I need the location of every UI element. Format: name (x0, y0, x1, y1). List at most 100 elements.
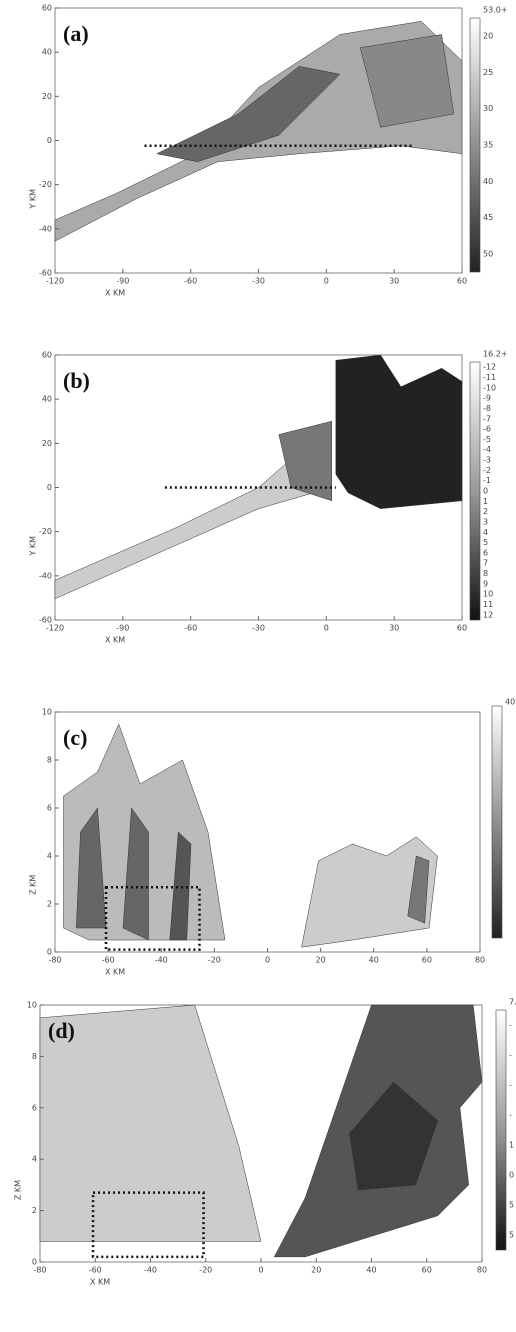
x-tick-label: -80 (48, 956, 61, 965)
x-axis-label: X KM (90, 1278, 110, 1287)
colorbar-label: -12 (483, 363, 496, 372)
colorbar-label: 10 (483, 590, 493, 599)
colorbar-label: 50 (483, 249, 493, 258)
x-tick-label: -60 (184, 624, 197, 633)
subdomain-box (91, 1191, 205, 1259)
y-tick-label: -60 (39, 269, 52, 278)
colorbar-label: 8 (483, 569, 488, 578)
contour-region (39, 1004, 262, 1242)
y-tick-label: 0 (32, 1258, 37, 1267)
x-axis-label: X KM (105, 968, 125, 977)
colorbar-label: 11 (483, 600, 493, 609)
x-tick-label: 0 (324, 624, 329, 633)
x-tick-label: -40 (144, 1266, 157, 1275)
y-tick-label: 4 (47, 852, 52, 861)
colorbar-label: 2 (483, 507, 488, 516)
colorbar-label: -6 (483, 425, 491, 434)
x-tick-label: 40 (366, 1266, 376, 1275)
contour-region (349, 1081, 439, 1191)
colorbar-label: -9 (483, 394, 491, 403)
x-tick-label: -30 (252, 624, 265, 633)
x-tick-label: 20 (311, 1266, 321, 1275)
x-tick-label: 60 (457, 624, 467, 633)
x-tick-label: 40 (369, 956, 379, 965)
y-tick-label: 8 (32, 1052, 37, 1061)
y-tick-label: 8 (47, 756, 52, 765)
colorbar-label: 16.2+ (483, 350, 508, 359)
x-tick-label: 20 (316, 956, 326, 965)
y-tick-label: -40 (39, 571, 52, 580)
y-tick-label: 2 (32, 1206, 37, 1215)
x-tick-label: -120 (46, 277, 64, 286)
colorbar (469, 361, 481, 621)
colorbar (495, 1009, 507, 1251)
y-tick-label: 40 (42, 395, 52, 404)
y-tick-label: 0 (47, 136, 52, 145)
colorbar-label: -10 (483, 383, 496, 392)
x-tick-label: -20 (208, 956, 221, 965)
x-tick-label: -60 (102, 956, 115, 965)
colorbar-label: -7 (483, 414, 491, 423)
colorbar-label: 5 (509, 1231, 514, 1240)
contour-region (359, 34, 455, 128)
y-tick-label: -20 (39, 180, 52, 189)
colorbar-label: -3 (483, 456, 491, 465)
x-tick-label: -120 (46, 624, 64, 633)
x-tick-label: -80 (33, 1266, 46, 1275)
y-tick-label: 20 (42, 92, 52, 101)
contour-region (155, 66, 341, 162)
colorbar-label: 6 (483, 548, 488, 557)
contour-region (75, 807, 107, 929)
x-tick-label: -40 (155, 956, 168, 965)
colorbar-label: 53.0+ (483, 6, 508, 15)
colorbar-label: 0 (509, 1171, 514, 1180)
y-axis-label: Y KM (29, 189, 38, 210)
contour-region (169, 831, 192, 941)
colorbar-label: 12 (483, 610, 493, 619)
y-tick-label: 10 (42, 708, 52, 717)
x-axis-label: X KM (105, 289, 125, 298)
y-tick-label: 40 (42, 48, 52, 57)
x-tick-label: 80 (477, 1266, 487, 1275)
y-tick-label: -40 (39, 224, 52, 233)
colorbar-label: 4 (483, 528, 488, 537)
colorbar-label: - (509, 1081, 512, 1090)
x-tick-label: 0 (265, 956, 270, 965)
colorbar-label: 1 (509, 1141, 514, 1150)
colorbar-label: 40 (483, 177, 493, 186)
x-tick-label: -60 (89, 1266, 102, 1275)
panel-label: (b) (63, 368, 90, 393)
colorbar-label: - (509, 1111, 512, 1120)
colorbar-label: 45 (483, 213, 493, 222)
y-tick-label: 6 (32, 1103, 37, 1112)
y-tick-label: -20 (39, 527, 52, 536)
colorbar-label: 40 (505, 698, 515, 707)
x-tick-label: -30 (252, 277, 265, 286)
x-tick-label: -90 (116, 624, 129, 633)
colorbar-label: 5 (483, 538, 488, 547)
panel-label: (c) (63, 725, 87, 750)
colorbar-label: 20 (483, 32, 493, 41)
colorbar-label: - (509, 1021, 512, 1030)
colorbar-label: 5 (509, 1201, 514, 1210)
panel-label: (a) (63, 21, 89, 46)
x-tick-label: 60 (422, 956, 432, 965)
colorbar-label: -8 (483, 404, 491, 413)
colorbar-label: 9 (483, 579, 488, 588)
colorbar-label: 25 (483, 68, 493, 77)
x-tick-label: 60 (457, 277, 467, 286)
x-tick-label: 60 (422, 1266, 432, 1275)
x-tick-label: 30 (389, 277, 399, 286)
colorbar-label: 7. (509, 998, 516, 1007)
y-tick-label: 10 (27, 1001, 37, 1010)
subdomain-box (104, 885, 201, 951)
y-tick-label: 4 (32, 1155, 37, 1164)
y-tick-label: -60 (39, 616, 52, 625)
y-axis-label: Z KM (29, 875, 38, 895)
y-axis-label: Y KM (29, 536, 38, 557)
contour-region (301, 836, 438, 948)
x-tick-label: 0 (258, 1266, 263, 1275)
colorbar-label: -1 (483, 476, 491, 485)
colorbar-label: -2 (483, 466, 491, 475)
